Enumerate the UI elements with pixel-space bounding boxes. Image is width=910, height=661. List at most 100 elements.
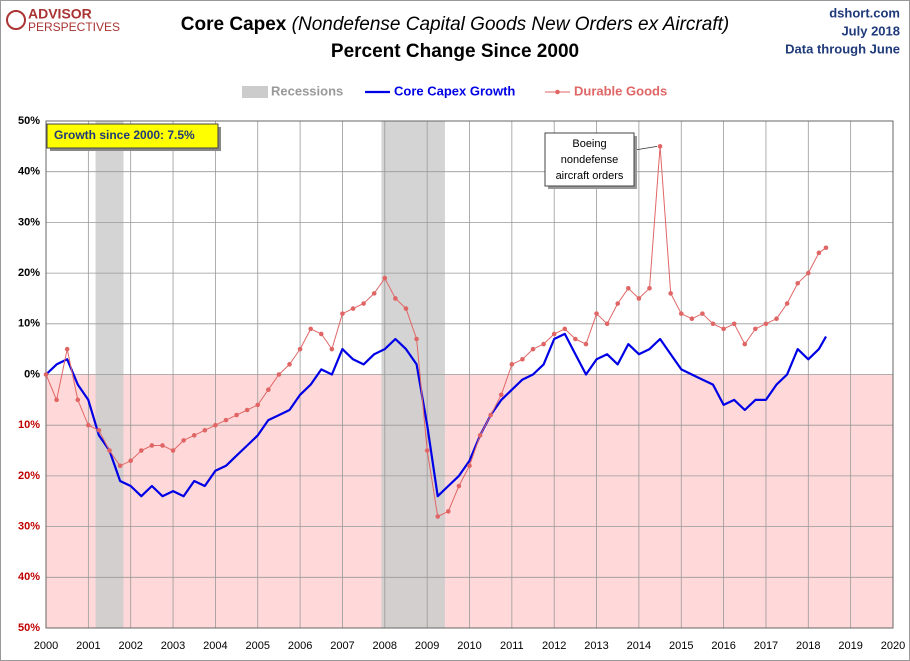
- x-tick-label: 2014: [627, 640, 651, 652]
- series-marker: [604, 321, 610, 327]
- x-tick-label: 2008: [373, 640, 397, 652]
- series-marker: [107, 448, 112, 453]
- series-marker: [678, 311, 684, 316]
- source: dshort.com: [829, 5, 900, 20]
- series-marker: [583, 341, 589, 347]
- legend-label: Core Capex Growth: [394, 83, 515, 98]
- series-marker: [689, 316, 695, 322]
- y-tick-label: 40%: [18, 166, 40, 178]
- series-marker: [223, 417, 229, 423]
- x-tick-label: 2011: [500, 640, 524, 652]
- x-tick-label: 2007: [330, 640, 354, 652]
- series-marker: [276, 372, 282, 377]
- series-marker: [86, 422, 91, 428]
- series-marker: [541, 341, 546, 347]
- callout-text: Growth since 2000: 7.5%: [54, 128, 195, 142]
- x-tick-label: 2002: [118, 640, 142, 652]
- y-tick-label: 40%: [18, 571, 40, 583]
- y-tick-label: 10%: [18, 419, 40, 431]
- series-marker: [191, 433, 197, 438]
- y-tick-label: 20%: [18, 267, 40, 279]
- series-marker: [636, 296, 642, 301]
- y-tick-label: 30%: [18, 216, 40, 228]
- series-marker: [731, 321, 737, 327]
- series-marker: [823, 245, 829, 251]
- annotation-text: Boeing: [572, 138, 606, 150]
- x-tick-label: 2016: [711, 640, 735, 652]
- series-marker: [721, 326, 726, 332]
- series-marker: [816, 250, 822, 256]
- series-marker: [297, 346, 303, 352]
- series-marker: [329, 346, 335, 352]
- series-marker: [509, 362, 515, 367]
- x-tick-label: 2004: [203, 640, 227, 652]
- series-marker: [784, 301, 790, 306]
- series-marker: [615, 301, 621, 306]
- series-marker: [308, 326, 313, 332]
- series-marker: [75, 397, 81, 403]
- logo-icon: [6, 10, 26, 30]
- series-marker: [700, 311, 705, 316]
- series-marker: [361, 301, 366, 306]
- series-marker: [562, 326, 568, 332]
- series-marker: [594, 311, 599, 316]
- legend-swatch: [242, 86, 268, 98]
- series-marker: [181, 438, 186, 443]
- series-marker: [498, 392, 504, 398]
- series-marker: [96, 427, 102, 433]
- series-marker: [763, 321, 769, 327]
- y-tick-label: 10%: [18, 318, 40, 330]
- series-marker: [626, 286, 631, 291]
- series-marker: [467, 463, 472, 469]
- series-marker: [287, 362, 292, 367]
- x-tick-label: 2017: [754, 640, 778, 652]
- series-marker: [234, 412, 239, 418]
- series-marker: [213, 422, 218, 428]
- series-marker: [668, 291, 673, 296]
- x-tick-label: 2013: [584, 640, 608, 652]
- x-tick-label: 2010: [457, 640, 481, 652]
- series-marker: [456, 483, 462, 489]
- series-marker: [64, 346, 70, 352]
- series-marker: [446, 509, 451, 514]
- series-marker: [340, 311, 345, 316]
- x-tick-label: 2012: [542, 640, 566, 652]
- series-marker: [255, 402, 261, 408]
- chart-title: Core Capex (Nondefense Capital Goods New…: [181, 14, 729, 35]
- series-marker: [488, 412, 493, 418]
- x-tick-label: 2003: [161, 640, 185, 652]
- series-marker: [202, 427, 208, 433]
- x-tick-label: 2018: [796, 640, 820, 652]
- subtitle: Percent Change Since 2000: [331, 41, 579, 62]
- series-marker: [138, 448, 144, 453]
- series-marker: [551, 331, 557, 337]
- series-marker: [43, 372, 49, 377]
- x-tick-label: 2019: [838, 640, 862, 652]
- logo: PERSPECTIVES: [28, 20, 120, 34]
- series-marker: [414, 336, 419, 342]
- annotation-text: aircraft orders: [556, 170, 624, 182]
- series-marker: [149, 443, 155, 448]
- x-tick-label: 2006: [288, 640, 312, 652]
- series-marker: [371, 291, 377, 296]
- x-tick-label: 2020: [881, 640, 905, 652]
- logo: ADVISOR: [28, 6, 92, 22]
- series-marker: [710, 321, 716, 327]
- series-marker: [170, 448, 176, 453]
- series-marker: [403, 306, 409, 311]
- series-marker: [806, 270, 811, 276]
- y-tick-label: 20%: [18, 470, 40, 482]
- y-tick-label: 30%: [18, 521, 40, 533]
- series-marker: [573, 336, 578, 342]
- y-tick-label: 50%: [18, 115, 40, 127]
- annotation-arrow: [634, 145, 658, 151]
- annotation-box: [544, 132, 635, 187]
- callout-box: [46, 123, 219, 149]
- series-marker: [477, 433, 483, 438]
- series-marker: [318, 331, 324, 337]
- legend-label: Durable Goods: [574, 83, 667, 98]
- series-marker: [435, 514, 441, 519]
- x-tick-label: 2009: [415, 640, 439, 652]
- y-tick-label: 50%: [18, 622, 40, 634]
